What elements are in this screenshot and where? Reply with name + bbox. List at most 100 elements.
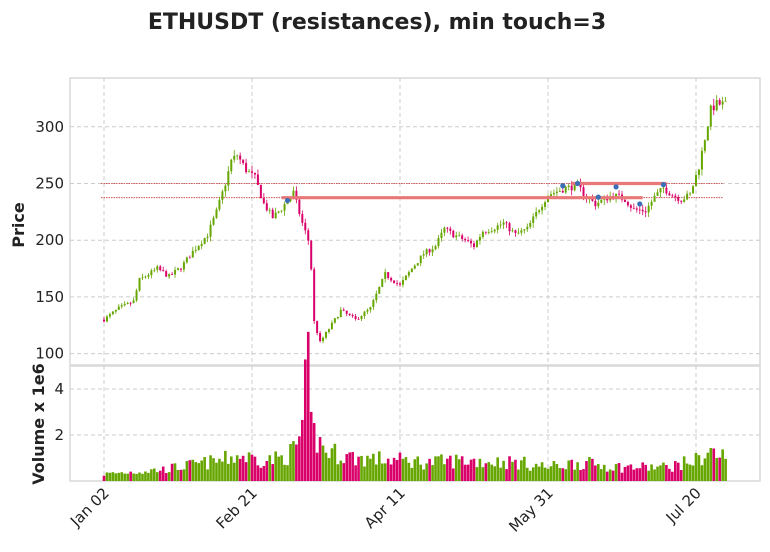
candle-body <box>632 207 635 209</box>
candle-body <box>147 275 150 277</box>
candle-body <box>653 195 656 202</box>
candle-body <box>455 235 458 238</box>
candle-body <box>363 311 366 317</box>
volume-bar <box>377 451 381 481</box>
volume-bar <box>490 464 494 481</box>
candle-body <box>174 270 177 275</box>
candle-body <box>697 169 700 176</box>
volume-bar <box>582 469 585 481</box>
volume-bar <box>315 452 319 481</box>
candle-body <box>615 193 618 198</box>
candle-body <box>458 235 461 237</box>
candle-body <box>638 209 641 211</box>
volume-bar <box>182 469 186 481</box>
volume-bar <box>440 454 443 481</box>
candle-body <box>650 201 653 206</box>
candle-body <box>490 231 493 233</box>
candle-body <box>461 235 464 240</box>
volume-bar <box>466 464 470 481</box>
candle-body <box>313 269 316 322</box>
candle-body <box>245 163 248 173</box>
candle-body <box>712 105 715 111</box>
price-tick-label: 250 <box>35 174 64 192</box>
candle-body <box>618 193 621 195</box>
volume-bar <box>531 467 535 481</box>
candle-body <box>153 269 156 271</box>
volume-bar <box>668 468 671 481</box>
candle-body <box>656 192 659 196</box>
touch-points <box>284 180 667 207</box>
candle-body <box>635 208 638 210</box>
candle-body <box>387 272 390 278</box>
volume-bar <box>517 469 520 481</box>
volume-bar <box>676 462 680 481</box>
volume-bar <box>111 472 115 481</box>
touch-marker <box>560 183 566 189</box>
volume-bar <box>262 466 266 481</box>
candle-body <box>484 231 487 233</box>
volume-bar <box>354 465 357 481</box>
candle-body <box>487 232 490 233</box>
candle-body <box>549 194 552 197</box>
volume-bar <box>167 472 171 481</box>
volume-bar <box>120 472 124 481</box>
candle-body <box>467 240 470 241</box>
volume-bar <box>253 456 257 481</box>
volume-bar <box>105 472 109 481</box>
candle-body <box>298 199 301 214</box>
x-tick-label: Jul 20 <box>662 484 705 527</box>
volume-bar <box>238 458 242 481</box>
candle-body <box>230 159 233 172</box>
candle-body <box>582 187 585 196</box>
candle-body <box>123 303 126 306</box>
volume-bar <box>481 467 485 481</box>
volume-bar <box>132 473 135 481</box>
candle-body <box>345 310 348 314</box>
candle-body <box>626 201 629 206</box>
candle-body <box>117 306 120 310</box>
volume-grid <box>70 366 760 481</box>
candle-body <box>330 322 333 330</box>
price-axis-label: Price <box>9 202 28 248</box>
price-tick-label: 100 <box>35 345 64 363</box>
volume-bar <box>395 459 399 481</box>
candle-body <box>662 187 665 189</box>
volume-bar <box>514 459 517 481</box>
touch-marker <box>613 184 619 190</box>
volume-bar <box>203 457 206 481</box>
candle-body <box>159 266 162 271</box>
volume-bar <box>389 464 393 481</box>
volume-bar <box>265 461 269 481</box>
volume-y-ticks: 24 <box>54 380 64 444</box>
volume-bar <box>632 469 636 481</box>
candle-body <box>674 195 677 198</box>
volume-bar <box>209 455 212 481</box>
candle-body <box>348 313 351 316</box>
chart-title: ETHUSDT (resistances), min touch=3 <box>148 10 606 35</box>
volume-bar <box>318 437 322 481</box>
x-tick-label: Jan 02 <box>66 484 113 531</box>
volume-bar <box>534 463 538 481</box>
volume-bar <box>671 471 674 481</box>
volume-bar <box>555 464 559 481</box>
volume-bar <box>520 460 523 481</box>
candle-body <box>410 268 413 273</box>
candle-body <box>404 275 407 281</box>
volume-bar <box>256 465 260 481</box>
volume-bar <box>150 469 153 481</box>
candle-body <box>452 230 455 238</box>
volume-bar <box>626 465 630 481</box>
candle-body <box>221 191 224 200</box>
candle-body <box>520 230 523 233</box>
candle-body <box>322 337 325 342</box>
volume-bar <box>724 458 727 481</box>
candle-body <box>724 100 727 102</box>
volume-bar <box>286 465 289 481</box>
candle-body <box>443 227 446 233</box>
volume-bar <box>274 451 277 481</box>
x-tick-label: May 31 <box>505 484 557 536</box>
volume-bar <box>487 462 491 481</box>
volume-bar <box>428 458 431 481</box>
candle-body <box>419 255 422 264</box>
volume-bar <box>232 462 236 481</box>
